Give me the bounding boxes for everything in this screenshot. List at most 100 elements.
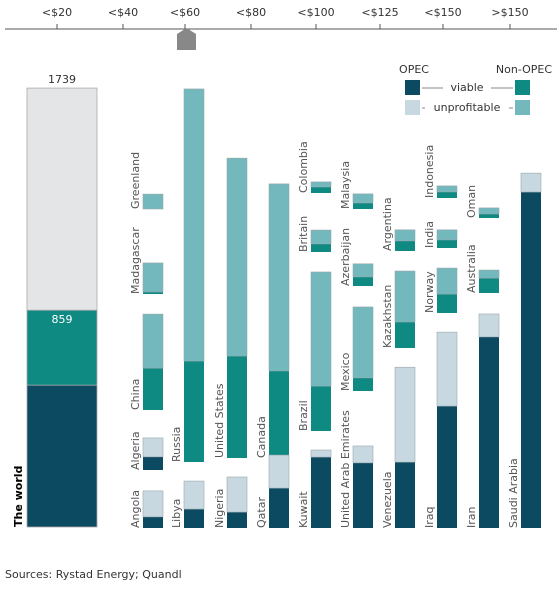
- unprofitable-bar: [352, 193, 374, 204]
- viable-bar: [269, 488, 289, 528]
- unprofitable-bar: [183, 480, 205, 510]
- price-band-label: <$100: [297, 6, 334, 19]
- country-label: Argentina: [381, 197, 394, 251]
- price-band-label: <$60: [170, 6, 200, 19]
- country-label: Norway: [423, 271, 436, 313]
- viable-bar: [395, 462, 415, 528]
- country-label: Mexico: [339, 352, 352, 391]
- country-label: United States: [213, 383, 226, 458]
- country-label: Kuwait: [297, 491, 310, 528]
- legend-swatch: [405, 80, 420, 95]
- country-label: Colombia: [297, 141, 310, 193]
- unprofitable-bar: [436, 267, 458, 295]
- unprofitable-bar: [226, 476, 248, 513]
- country-label: Oman: [465, 185, 478, 218]
- unprofitable-bar: [183, 88, 205, 362]
- country-label: Venezuela: [381, 472, 394, 529]
- country-label: Brazil: [297, 400, 310, 431]
- viable-bar: [143, 291, 163, 294]
- viable-bar: [311, 386, 331, 431]
- viable-bar: [437, 406, 457, 528]
- viable-bar: [184, 509, 204, 528]
- country-label: Saudi Arabia: [507, 458, 520, 528]
- country-label: Libya: [170, 499, 183, 528]
- world-label: The world: [12, 466, 25, 527]
- country-label: Australia: [465, 244, 478, 293]
- country-label: Madagascar: [129, 227, 142, 294]
- unprofitable-bar: [142, 313, 164, 369]
- legend-swatch: [515, 100, 530, 115]
- viable-bar: [311, 186, 331, 193]
- viable-bar: [437, 294, 457, 313]
- world-segment: [26, 384, 98, 528]
- price-band-label: <$150: [424, 6, 461, 19]
- unprofitable-bar: [310, 181, 332, 188]
- country-label: Canada: [255, 416, 268, 458]
- legend-swatch: [515, 80, 530, 95]
- viable-bar: [353, 377, 373, 391]
- unprofitable-bar: [352, 445, 374, 464]
- country-label: Kazakhstan: [381, 285, 394, 348]
- world-total-label: 1739: [48, 73, 76, 86]
- viable-bar: [353, 462, 373, 528]
- unprofitable-bar: [268, 183, 290, 372]
- unprofitable-bar: [478, 313, 500, 338]
- country-label: Iran: [465, 506, 478, 528]
- unprofitable-bar: [436, 185, 458, 193]
- unprofitable-bar: [436, 331, 458, 407]
- legend-opec: OPEC: [399, 63, 429, 76]
- price-band-label: <$20: [42, 6, 72, 19]
- viable-bar: [479, 213, 499, 218]
- viable-bar: [521, 192, 541, 528]
- unprofitable-bar: [268, 454, 290, 489]
- world-segment: [26, 309, 98, 386]
- viable-bar: [143, 516, 163, 528]
- country-label: Angola: [129, 490, 142, 528]
- viable-bar: [479, 336, 499, 528]
- viable-bar: [184, 361, 204, 462]
- unprofitable-bar: [394, 270, 416, 323]
- unprofitable-bar: [478, 207, 500, 215]
- price-band-label: >$150: [491, 6, 528, 19]
- viable-bar: [437, 191, 457, 198]
- unprofitable-bar: [310, 271, 332, 387]
- viable-bar: [353, 202, 373, 209]
- viable-bar: [311, 457, 331, 528]
- legend-viable: viable: [450, 81, 483, 94]
- world-viable-label: 859: [52, 313, 73, 326]
- viable-bar: [143, 368, 163, 410]
- country-label: Greenland: [129, 152, 142, 209]
- unprofitable-bar: [226, 157, 248, 357]
- country-label: Russia: [170, 427, 183, 462]
- country-label: United Arab Emirates: [339, 410, 352, 528]
- viable-bar: [227, 356, 247, 458]
- country-label: India: [423, 221, 436, 248]
- viable-bar: [143, 456, 163, 470]
- unprofitable-bar: [310, 449, 332, 458]
- price-slider-handle[interactable]: [177, 28, 196, 50]
- viable-bar: [479, 278, 499, 293]
- viable-bar: [227, 512, 247, 528]
- price-band-label: <$40: [108, 6, 138, 19]
- viable-bar: [395, 240, 415, 251]
- country-label: China: [129, 379, 142, 410]
- unprofitable-bar: [478, 269, 500, 279]
- country-label: Qatar: [255, 497, 268, 528]
- country-label: Nigeria: [213, 489, 226, 528]
- unprofitable-bar: [520, 172, 542, 193]
- unprofitable-bar: [142, 262, 164, 293]
- legend-swatch: [405, 100, 420, 115]
- viable-bar: [437, 239, 457, 248]
- unprofitable-bar: [352, 306, 374, 379]
- viable-bar: [311, 243, 331, 252]
- unprofitable-bar: [142, 193, 164, 210]
- world-segment: [26, 87, 98, 311]
- country-label: Iraq: [423, 507, 436, 529]
- legend-non-opec: Non-OPEC: [496, 63, 552, 76]
- viable-bar: [269, 370, 289, 458]
- viable-bar: [395, 322, 415, 348]
- country-label: Azerbaijan: [339, 228, 352, 286]
- price-band-label: <$80: [236, 6, 266, 19]
- unprofitable-bar: [310, 229, 332, 245]
